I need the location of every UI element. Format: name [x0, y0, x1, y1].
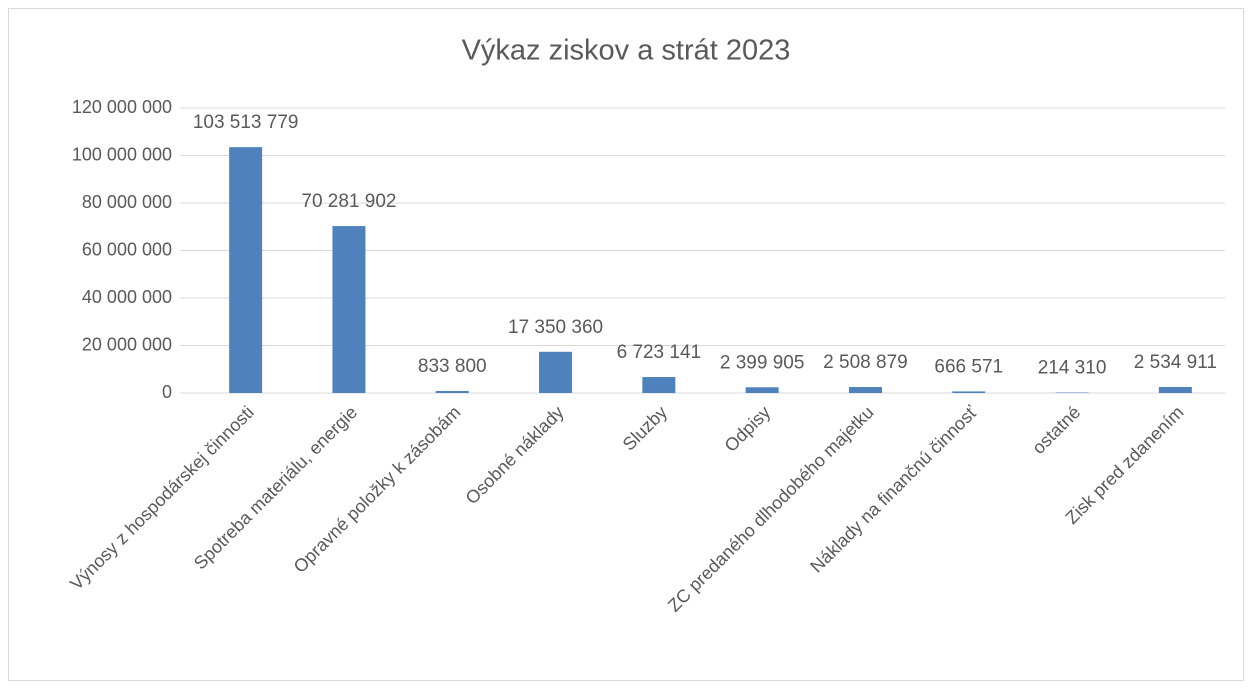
y-tick-label: 120 000 000	[72, 97, 172, 117]
y-tick-label: 60 000 000	[82, 239, 172, 259]
y-tick-label: 80 000 000	[82, 192, 172, 212]
bar	[642, 377, 676, 393]
y-tick-label: 40 000 000	[82, 287, 172, 307]
value-label: 833 800	[418, 356, 487, 377]
bar	[1055, 392, 1089, 393]
value-label: 214 310	[1038, 358, 1107, 379]
value-label: 70 281 902	[301, 191, 396, 212]
y-tick-label: 20 000 000	[82, 334, 172, 354]
chart-title: Výkaz ziskov a strát 2023	[462, 35, 791, 67]
value-label: 666 571	[934, 356, 1003, 377]
y-tick-label: 100 000 000	[72, 144, 172, 164]
value-label: 103 513 779	[193, 112, 299, 133]
bar	[332, 226, 366, 393]
value-label: 6 723 141	[617, 342, 702, 363]
bar	[848, 387, 882, 393]
bar	[952, 391, 986, 393]
bar	[435, 391, 469, 393]
value-label: 2 508 879	[823, 352, 908, 373]
chart-border	[8, 8, 1244, 681]
y-tick-label: 0	[162, 382, 172, 402]
bar	[539, 351, 573, 393]
bar	[229, 147, 263, 393]
bar	[745, 387, 779, 393]
value-label: 17 350 360	[508, 317, 603, 338]
value-label: 2 534 911	[1134, 352, 1217, 373]
value-label: 2 399 905	[720, 352, 805, 373]
bar	[1158, 386, 1192, 393]
